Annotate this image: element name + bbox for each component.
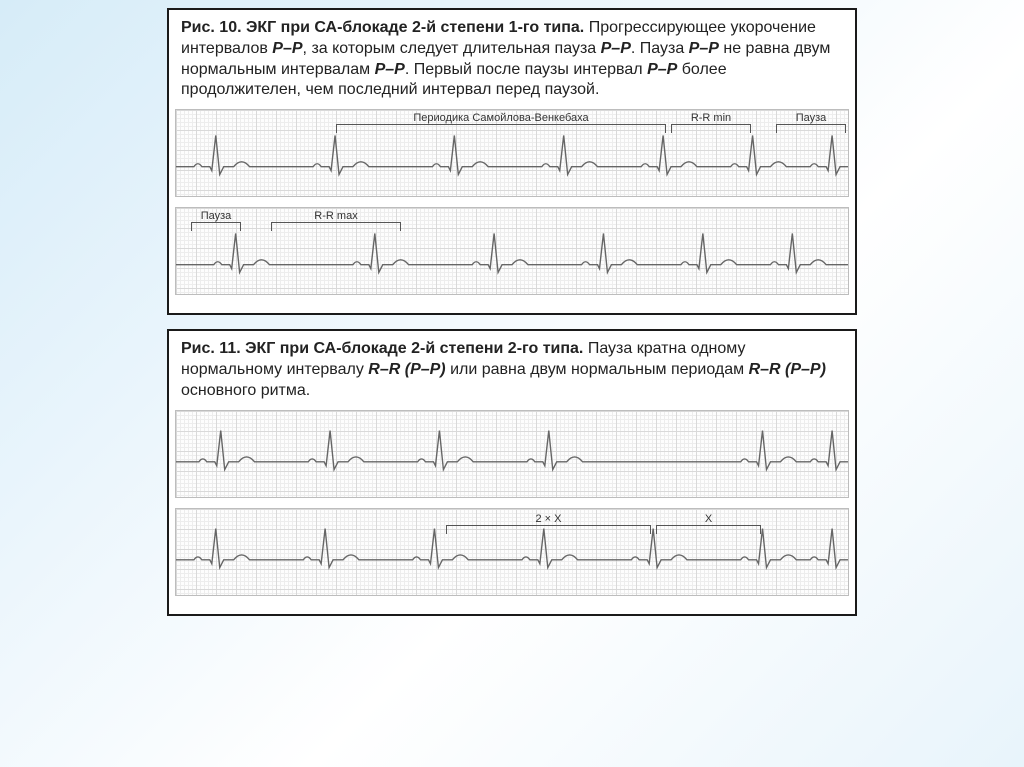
ecg-strip-11b: 2 × X X — [175, 508, 849, 596]
ecg-annotation: Периодика Самойлова-Венкебаха — [413, 112, 588, 124]
figure-11-strips: 2 × X X — [169, 408, 855, 614]
ecg-annotation: Пауза — [796, 112, 827, 124]
ecg-strip-10a: Периодика Самойлова-Венкебаха R-R min Пауз… — [175, 109, 849, 197]
ecg-annotation: Пауза — [201, 210, 232, 222]
figure-11-panel: Рис. 11. ЭКГ при СА-блокаде 2-й степени … — [167, 329, 857, 615]
figure-10-caption: Рис. 10. ЭКГ при СА-блокаде 2-й степени … — [169, 10, 855, 107]
figure-10-strips: Периодика Самойлова-Венкебаха R-R min Пауз… — [169, 107, 855, 313]
ecg-annotation: R-R min — [691, 112, 731, 124]
ecg-strip-11a — [175, 410, 849, 498]
ecg-annotation: 2 × X — [536, 513, 562, 525]
figure-11-caption: Рис. 11. ЭКГ при СА-блокаде 2-й степени … — [169, 331, 855, 407]
ecg-annotation: X — [705, 513, 712, 525]
figure-10-panel: Рис. 10. ЭКГ при СА-блокаде 2-й степени … — [167, 8, 857, 315]
ecg-strip-10b: Пауза R-R max — [175, 207, 849, 295]
ecg-annotation: R-R max — [314, 210, 357, 222]
